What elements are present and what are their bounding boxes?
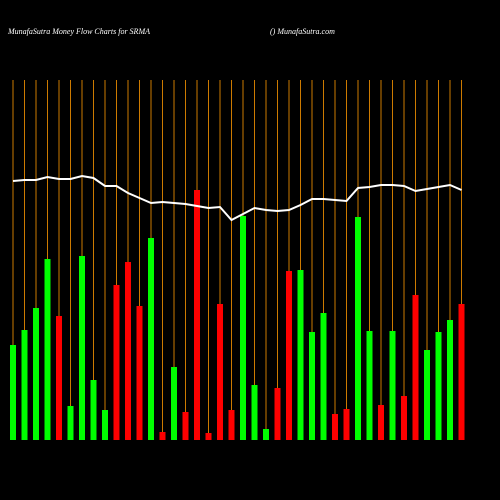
bar bbox=[102, 410, 108, 440]
bar bbox=[263, 429, 269, 440]
bar bbox=[332, 414, 338, 440]
bar bbox=[366, 331, 373, 440]
bar bbox=[217, 304, 223, 440]
bar bbox=[67, 406, 74, 440]
bar bbox=[44, 259, 51, 440]
bar bbox=[274, 388, 281, 440]
bar bbox=[182, 412, 189, 440]
bar bbox=[435, 332, 442, 440]
bar bbox=[447, 320, 453, 440]
bar bbox=[125, 262, 131, 440]
bar bbox=[355, 217, 361, 440]
bar bbox=[412, 295, 419, 440]
line bbox=[12, 174, 462, 222]
bar bbox=[389, 331, 396, 440]
bar bbox=[424, 350, 430, 440]
bar bbox=[90, 380, 97, 440]
bar bbox=[205, 433, 212, 440]
bar bbox=[10, 345, 16, 440]
bar bbox=[79, 256, 85, 440]
bar bbox=[309, 332, 315, 440]
bar bbox=[297, 270, 304, 440]
bar bbox=[343, 409, 350, 440]
bar bbox=[171, 367, 177, 440]
bar bbox=[148, 238, 154, 440]
chart-subtitle: () MunafaSutra.com bbox=[270, 27, 335, 36]
bar bbox=[228, 410, 235, 440]
bar bbox=[113, 285, 120, 440]
bar bbox=[159, 432, 166, 440]
bar bbox=[136, 306, 143, 440]
bar bbox=[401, 396, 407, 440]
chart-title: MunafaSutra Money Flow Charts for SRMA bbox=[7, 27, 150, 36]
bar bbox=[458, 304, 465, 440]
bar bbox=[21, 330, 28, 440]
bar bbox=[320, 313, 327, 440]
bar bbox=[251, 385, 258, 440]
bar bbox=[378, 405, 384, 440]
bar bbox=[286, 271, 292, 440]
bar bbox=[240, 216, 246, 440]
bar bbox=[56, 316, 62, 440]
bar bbox=[33, 308, 39, 440]
bar bbox=[194, 190, 200, 440]
